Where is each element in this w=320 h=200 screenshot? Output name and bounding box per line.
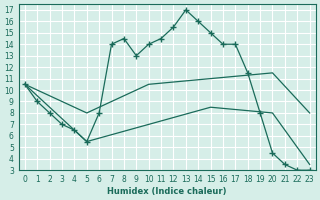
X-axis label: Humidex (Indice chaleur): Humidex (Indice chaleur) [108,187,227,196]
